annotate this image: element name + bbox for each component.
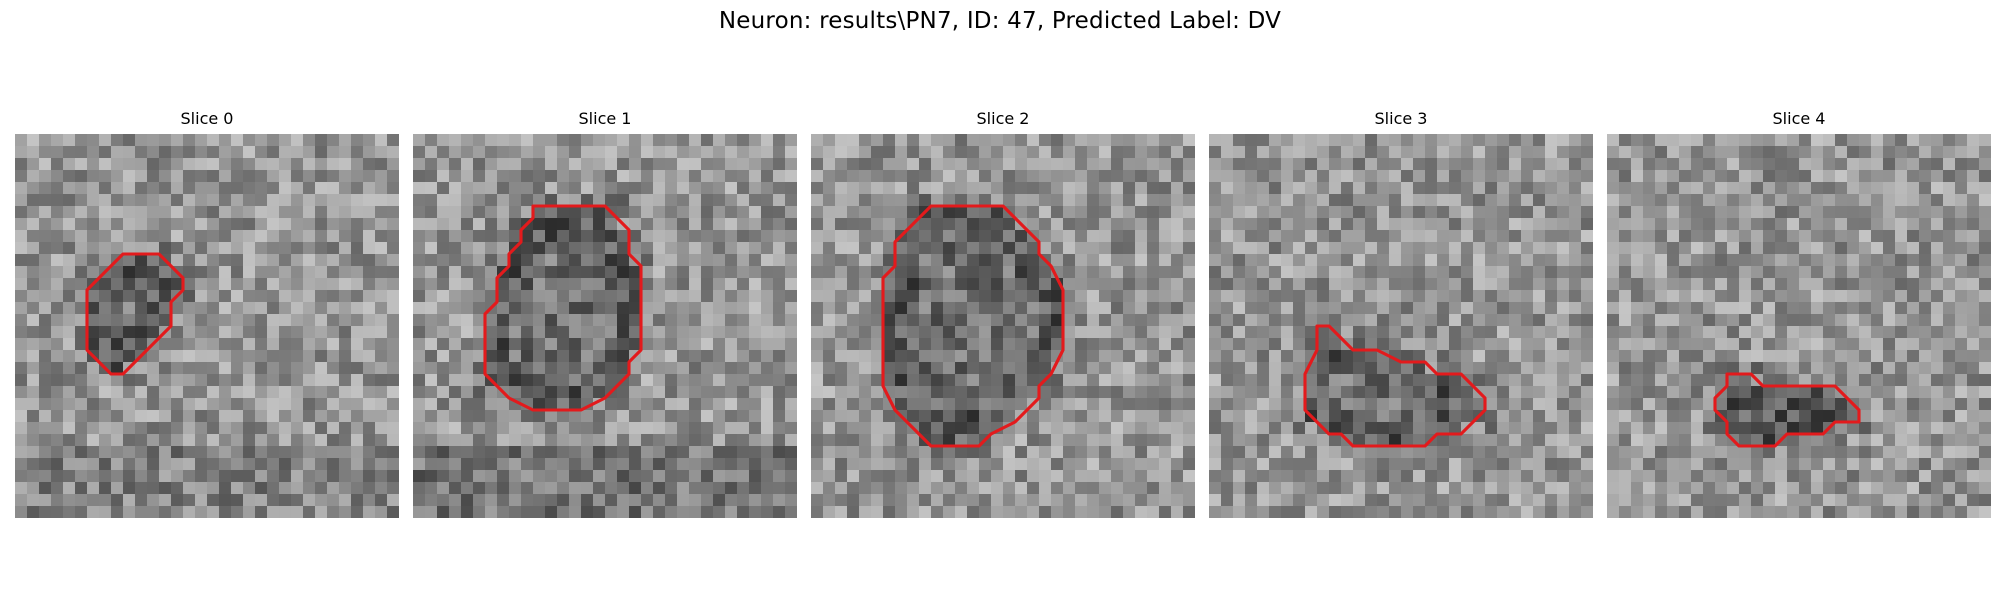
slice-image-4 <box>1607 134 1991 518</box>
slice-image-3 <box>1209 134 1593 518</box>
neuron-contour-0 <box>85 252 185 376</box>
slice-image-0 <box>15 134 399 518</box>
slice-panel-3: Slice 3 <box>1209 108 1593 518</box>
slice-contour-layer-0 <box>85 252 185 376</box>
slice-title-2: Slice 2 <box>976 109 1030 128</box>
slice-title-0: Slice 0 <box>180 109 234 128</box>
neuron-contour-2 <box>881 204 1065 448</box>
slice-image-2 <box>811 134 1195 518</box>
slice-contour-layer-3 <box>1303 324 1487 448</box>
slice-contour-layer-2 <box>881 204 1065 448</box>
neuron-contour-3 <box>1303 324 1487 448</box>
slice-title-3: Slice 3 <box>1374 109 1428 128</box>
slice-panel-1: Slice 1 <box>413 108 797 518</box>
slice-contour-layer-4 <box>1713 372 1861 448</box>
neuron-contour-1 <box>483 204 643 412</box>
slice-panel-2: Slice 2 <box>811 108 1195 518</box>
neuron-contour-4 <box>1713 372 1861 448</box>
slice-panel-4: Slice 4 <box>1607 108 1991 518</box>
figure-title: Neuron: results\PN7, ID: 47, Predicted L… <box>718 8 1282 34</box>
slice-panel-0: Slice 0 <box>15 108 399 518</box>
slice-title-4: Slice 4 <box>1772 109 1826 128</box>
slice-title-1: Slice 1 <box>578 109 632 128</box>
slice-image-1 <box>413 134 797 518</box>
slice-contour-layer-1 <box>483 204 643 412</box>
